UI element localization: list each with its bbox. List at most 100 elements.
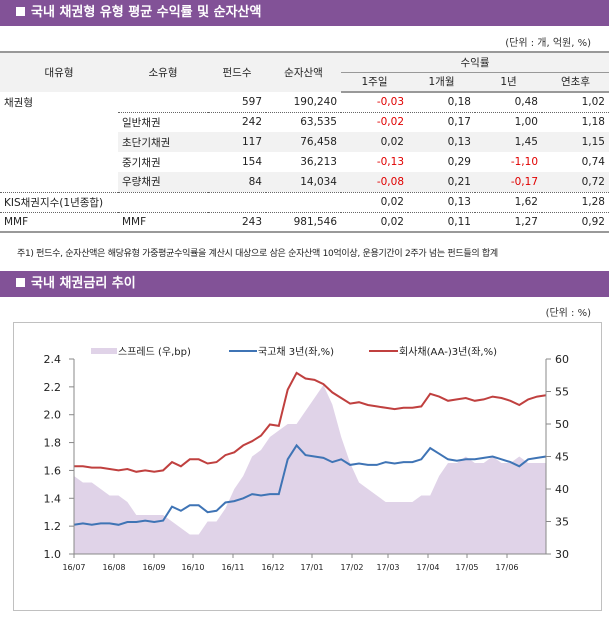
- cell-y1: -0,17: [475, 172, 542, 192]
- right-tick-label: 30: [555, 548, 569, 561]
- chart-svg: 1.0 1.2 1.4 1.6 1.8 2.0 2.2 2.4 30 35 40 45 50 55 60 16…: [44, 346, 570, 572]
- unit-label: (단위 : 개, 억원, %): [505, 38, 591, 49]
- section-header-fund-returns: 국내 채권형 유형 평균 수익률 및 순자산액: [0, 0, 609, 26]
- cell-assets: 63,535: [266, 111, 341, 132]
- left-tick-label: 2.2: [44, 381, 62, 394]
- cell-major: MMF: [0, 211, 118, 233]
- spread-area: [74, 385, 546, 554]
- square-bullet-icon: [16, 278, 25, 287]
- cell-m1: 0,18: [447, 96, 471, 109]
- cell-minor: [118, 92, 208, 112]
- cell-major: [0, 112, 118, 132]
- right-tick-label: 60: [555, 353, 569, 366]
- header-1week: 1주일: [341, 71, 408, 93]
- cell-assets: 190,240: [293, 95, 337, 108]
- cell-y1: 1,45: [475, 132, 542, 152]
- cell-w1: -0,08: [341, 172, 408, 192]
- x-tick-label: 16/08: [102, 563, 125, 572]
- cell-ytd: 0,72: [542, 172, 609, 192]
- cell-funds: 117: [208, 132, 266, 152]
- cell-funds: 243: [208, 211, 266, 233]
- table-row: KIS채권지수(1년종합) 0,02 0,13 1,62 1,28: [0, 191, 609, 212]
- cell-minor: 중기채권: [122, 156, 161, 169]
- cell-minor: 우량채권: [118, 172, 208, 192]
- cell-y1: 0,48: [514, 96, 538, 109]
- cell-ytd: 1,18: [542, 111, 609, 132]
- section-header-bond-rates: 국내 채권금리 추이: [0, 271, 609, 297]
- table-row: 우량채권 84 14,034 -0,08 0,21 -0,17 0,72: [0, 172, 609, 192]
- cell-ytd: 1,15: [542, 132, 609, 152]
- cell-assets: 14,034: [266, 172, 341, 192]
- cell-m1: 0,11: [408, 211, 475, 233]
- cell-minor: 초단기채권: [118, 132, 208, 152]
- left-tick-label: 1.4: [44, 492, 62, 505]
- cell-y1: 1,62: [475, 191, 542, 212]
- x-tick-label: 17/06: [495, 563, 518, 572]
- table-row: 일반채권 242 63,535 -0,02 0,17 1,00 1,18: [0, 111, 609, 132]
- footnote: 주1) 펀드수, 순자산액은 해당유형 가중평균수익률을 계산시 대상으로 삼은…: [17, 249, 498, 259]
- x-tick-label: 16/10: [181, 563, 204, 572]
- header-1year: 1년: [475, 71, 542, 93]
- legend-spread-label: 스프레드 (우,bp): [118, 346, 191, 358]
- x-tick-label: 17/02: [340, 563, 363, 572]
- ktb-3y-line: [73, 443, 547, 526]
- bond-rate-chart: 1.0 1.2 1.4 1.6 1.8 2.0 2.2 2.4 30 35 40 45 50 55 60 16…: [13, 322, 602, 611]
- cell-m1: 0,13: [408, 191, 475, 212]
- left-tick-label: 1.8: [44, 437, 62, 450]
- square-bullet-icon: [16, 7, 25, 16]
- cell-major: 채권형: [4, 96, 33, 109]
- legend-ktb-label: 국고채 3년(좌,%): [258, 346, 334, 358]
- header-1month: 1개월: [408, 71, 475, 93]
- unit-label: (단위 : %): [545, 308, 591, 319]
- header-ytd: 연초후: [542, 71, 609, 93]
- table-row: 중기채권 154 36,213 -0,13 0,29 -1,10 0,74: [0, 152, 609, 172]
- left-tick-label: 1.0: [44, 548, 62, 561]
- cell-ytd: 1,02: [581, 96, 605, 109]
- cell-minor: [118, 191, 208, 212]
- header-net-assets: 순자산액: [266, 51, 341, 92]
- cell-w1: 0,02: [341, 191, 408, 212]
- right-tick-label: 55: [555, 386, 569, 399]
- cell-ytd: 0,74: [581, 156, 605, 168]
- x-tick-label: 17/04: [416, 563, 439, 572]
- x-tick-label: 16/11: [221, 563, 244, 572]
- right-tick-label: 45: [555, 451, 569, 464]
- x-tick-label: 17/03: [376, 563, 399, 572]
- cell-assets: 981,546: [266, 211, 341, 233]
- section-title: 국내 채권형 유형 평균 수익률 및 순자산액: [31, 5, 262, 20]
- right-tick-label: 40: [555, 483, 569, 496]
- cell-w1: -0,02: [341, 111, 408, 132]
- cell-funds: 242: [208, 111, 266, 132]
- cell-y1: -1,10: [510, 156, 538, 168]
- cell-funds: 84: [208, 172, 266, 192]
- cell-funds: [208, 191, 266, 212]
- cell-ytd: 0,92: [542, 211, 609, 233]
- cell-assets: 36,213: [300, 156, 337, 168]
- cell-funds: 597: [241, 95, 262, 108]
- cell-major: KIS채권지수(1년종합): [0, 191, 118, 212]
- cell-y1: 1,00: [475, 111, 542, 132]
- cell-major: [0, 172, 118, 192]
- table-row: MMF MMF 243 981,546 0,02 0,11 1,27 0,92: [0, 211, 609, 233]
- cell-w1: 0,02: [341, 132, 408, 152]
- cell-major: [0, 152, 118, 172]
- legend-corp-label: 회사채(AA-)3년(좌,%): [399, 346, 497, 358]
- x-tick-label: 17/01: [300, 563, 323, 572]
- right-tick-label: 35: [555, 516, 569, 529]
- cell-m1: 0,29: [447, 156, 471, 168]
- table-row: 채권형 597 190,240 -0,03 0,18 0,48 1,02: [0, 92, 609, 112]
- left-tick-label: 2.0: [44, 409, 62, 422]
- cell-assets: 76,458: [266, 132, 341, 152]
- cell-m1: 0,13: [408, 132, 475, 152]
- cell-w1: -0,13: [376, 156, 404, 168]
- left-tick-label: 1.6: [44, 464, 62, 477]
- section-title: 국내 채권금리 추이: [31, 276, 136, 291]
- cell-major: [0, 132, 118, 152]
- cell-m1: 0,17: [408, 111, 475, 132]
- header-minor-type: 소유형: [118, 51, 208, 92]
- cell-minor: 일반채권: [118, 111, 208, 132]
- table-row: 초단기채권 117 76,458 0,02 0,13 1,45 1,15: [0, 132, 609, 152]
- cell-y1: 1,27: [475, 211, 542, 233]
- left-tick-label: 1.2: [44, 520, 62, 533]
- corp-aa-3y-line: [74, 371, 547, 473]
